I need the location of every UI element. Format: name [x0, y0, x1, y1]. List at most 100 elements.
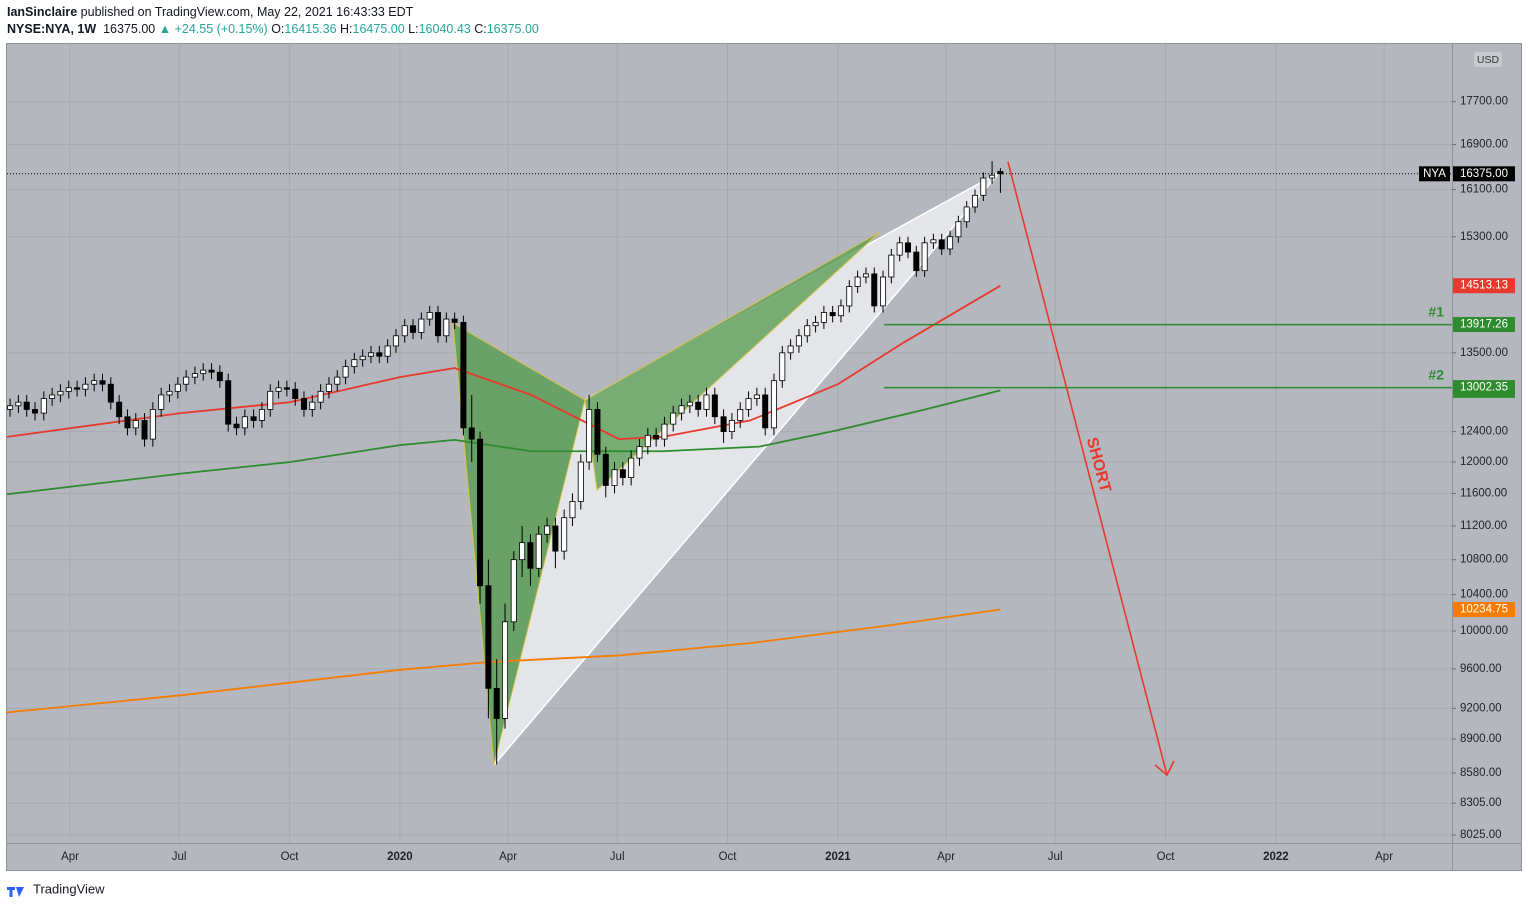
candle-body	[342, 366, 349, 378]
candle-body	[678, 405, 685, 414]
x-tick-label: Oct	[281, 851, 300, 863]
candle-body	[477, 438, 484, 587]
candle-body	[384, 345, 391, 357]
candle-body	[292, 388, 299, 399]
candle-body	[644, 434, 651, 448]
candle-body	[820, 312, 827, 323]
o-label: O:	[271, 22, 285, 36]
candle-body	[519, 542, 526, 561]
footer-logo: TradingView	[7, 881, 105, 897]
candle-body	[527, 542, 534, 569]
candle-body	[401, 325, 408, 337]
candle-body	[904, 242, 911, 253]
candle-body	[91, 380, 98, 385]
candle-body	[451, 318, 458, 323]
candle-body	[158, 394, 165, 410]
candle-body	[191, 373, 198, 378]
candle-body	[670, 412, 677, 425]
y-tick-label: 8580.00	[1460, 767, 1502, 779]
candle-body	[65, 387, 72, 392]
candle-body	[141, 420, 148, 440]
candle-body	[846, 286, 853, 307]
candle-body	[74, 387, 81, 390]
currency: USD	[1477, 54, 1500, 66]
candle-body	[132, 420, 139, 429]
last: 16375.00	[103, 22, 156, 36]
y-tick-label: 15300.00	[1460, 231, 1508, 243]
logo	[7, 887, 24, 897]
candle-body	[510, 559, 517, 623]
candle-body	[762, 394, 769, 429]
candle-body	[594, 409, 601, 455]
candle-body	[367, 352, 374, 357]
candle-body	[174, 383, 181, 392]
candle-body	[325, 383, 332, 392]
candle-body	[930, 239, 937, 244]
y-tick-label: 8900.00	[1460, 733, 1502, 745]
ma-label-box	[1453, 602, 1515, 618]
candle-body	[880, 276, 887, 307]
level-name: #1	[1428, 303, 1444, 319]
candle-body	[208, 369, 215, 373]
ma-label: 10234.75	[1460, 604, 1508, 616]
plot	[6, 161, 1452, 765]
candle-body	[938, 239, 945, 250]
candle-body	[812, 321, 819, 327]
candle-body	[947, 236, 954, 250]
candle-body	[7, 405, 14, 410]
candle-body	[913, 251, 920, 272]
candle-body	[166, 390, 173, 396]
y-tick-label: 17700.00	[1460, 96, 1508, 108]
candle-body	[989, 174, 996, 179]
candle-body	[619, 469, 626, 478]
y-tick-label: 11200.00	[1460, 520, 1507, 532]
y-tick-label: 8305.00	[1460, 797, 1502, 809]
y-tick-label: 16900.00	[1460, 139, 1508, 151]
moving-average	[6, 389, 1001, 496]
candle-body	[586, 409, 593, 463]
candle-body	[258, 409, 265, 421]
candle-body	[561, 517, 568, 552]
candle-body	[871, 273, 878, 307]
candle-body	[216, 371, 223, 382]
last-price-label: 16375.00	[1460, 168, 1508, 180]
y-tick-label: 8025.00	[1460, 829, 1502, 841]
h-label: H:	[340, 22, 353, 36]
y-tick-label: 9600.00	[1460, 663, 1502, 675]
candle-body	[460, 321, 467, 429]
candle-body	[837, 305, 844, 317]
candle-body	[32, 409, 39, 414]
candle-body	[955, 221, 962, 238]
x-tick-label: Jul	[610, 851, 625, 863]
x-tick-label: 2022	[1263, 851, 1289, 863]
y-tick-label: 13500.00	[1460, 347, 1508, 359]
candle-body	[107, 383, 114, 403]
chart-frame	[6, 43, 1522, 871]
candle-body	[577, 461, 584, 502]
candle-body	[468, 427, 475, 440]
candle-body	[972, 194, 979, 208]
y-tick-label: 11600.00	[1460, 487, 1507, 499]
candle-body	[40, 398, 47, 414]
last-name-box	[1419, 166, 1450, 182]
y-tick-label: 16100.00	[1460, 184, 1508, 196]
candle-body	[921, 242, 928, 272]
candle-body	[443, 318, 450, 337]
candle-body	[602, 453, 609, 486]
candle-body	[628, 457, 635, 478]
change-arrow: ▲	[158, 22, 172, 36]
y-tick-label: 9200.00	[1460, 702, 1502, 714]
level-label: 13917.26	[1460, 319, 1508, 331]
candle-body	[502, 621, 509, 719]
last-name: NYA	[1423, 168, 1446, 180]
candle-body	[686, 401, 693, 407]
x-tick-label: 2021	[825, 851, 851, 863]
y-tick-label: 10000.00	[1460, 625, 1508, 637]
candle-body	[410, 325, 417, 333]
candle-body	[49, 394, 56, 399]
y-tick-label: 12400.00	[1460, 426, 1508, 438]
level-label-box	[1453, 317, 1515, 333]
candle-body	[753, 394, 760, 399]
